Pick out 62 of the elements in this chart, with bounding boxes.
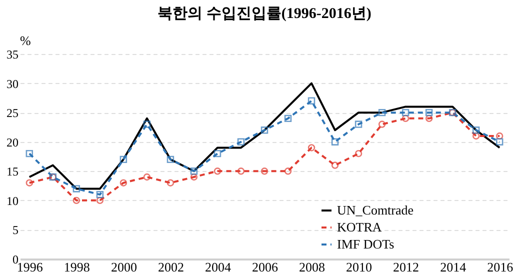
- x-tick-label: 2008: [299, 260, 326, 274]
- x-tick-label: 1998: [64, 260, 90, 274]
- point: [120, 179, 128, 186]
- point: [284, 114, 292, 122]
- point: [26, 150, 34, 158]
- point: [190, 173, 198, 181]
- x-tick-label: 1996: [16, 260, 44, 274]
- x-tick-label: 2006: [252, 260, 278, 274]
- point: [96, 196, 104, 204]
- x-tick-label: 2012: [393, 260, 420, 274]
- x-tick-label: 2002: [158, 260, 184, 274]
- point: [472, 132, 480, 140]
- point: [308, 144, 316, 152]
- point: [214, 150, 222, 158]
- point: [237, 138, 245, 146]
- x-tick-label: 2016: [487, 260, 514, 274]
- y-tick-label: 20: [6, 135, 18, 150]
- x-tick-label: 2000: [110, 260, 137, 274]
- point: [260, 126, 268, 134]
- point: [331, 162, 339, 169]
- point: [425, 114, 433, 122]
- point: [143, 120, 151, 128]
- y-tick-label: 5: [12, 223, 18, 238]
- point: [402, 108, 410, 116]
- y-tick-label: 10: [6, 194, 18, 208]
- point: [354, 120, 362, 128]
- point: [166, 156, 174, 164]
- y-tick-label: 30: [6, 76, 18, 91]
- y-tick-label: 25: [6, 106, 18, 120]
- y-tick-label: 35: [6, 48, 18, 62]
- point: [96, 190, 104, 198]
- y-axis-title: %: [20, 33, 31, 48]
- x-tick-label: 2004: [204, 260, 232, 274]
- point: [425, 108, 433, 116]
- point: [120, 156, 128, 164]
- x-tick-label: 2010: [346, 260, 372, 274]
- point: [26, 179, 34, 186]
- point: [331, 138, 339, 146]
- point: [143, 173, 151, 181]
- point: [72, 196, 80, 204]
- point: [166, 179, 174, 186]
- point: [214, 168, 222, 175]
- point: [284, 168, 292, 175]
- point: [190, 168, 198, 175]
- y-tick-label: 0: [12, 252, 18, 266]
- legend-label: UN_Comtrade: [337, 202, 414, 218]
- point: [402, 114, 410, 122]
- y-tick-label: 15: [6, 164, 18, 179]
- point: [496, 132, 504, 140]
- point: [378, 120, 386, 128]
- legend-label: IMF DOTs: [337, 236, 394, 252]
- point: [72, 185, 80, 192]
- point: [308, 97, 316, 104]
- point: [378, 108, 386, 116]
- point: [260, 168, 268, 175]
- chart-title: 북한의 수입진입률(1996-2016년): [158, 6, 372, 22]
- point: [237, 168, 245, 175]
- point: [354, 150, 362, 158]
- x-tick-label: 2014: [440, 260, 467, 274]
- point: [472, 126, 480, 134]
- point: [496, 138, 504, 146]
- legend-label: KOTRA: [337, 220, 382, 234]
